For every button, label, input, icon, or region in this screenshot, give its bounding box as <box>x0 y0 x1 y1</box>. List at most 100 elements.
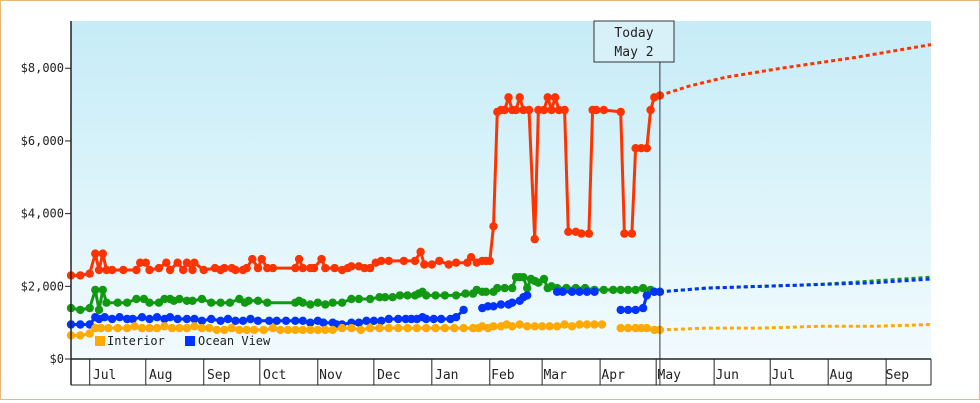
suite-data-point <box>435 256 444 266</box>
balcony-data-point <box>113 298 122 307</box>
suite-data-point <box>257 254 266 264</box>
suite-data-point <box>242 263 251 273</box>
ocean-view-data-point <box>223 314 233 324</box>
today-marker: Today May 2 <box>593 20 675 63</box>
ocean-view-data-point <box>107 314 117 324</box>
interior-data-point <box>130 322 139 331</box>
balcony-data-point <box>599 285 608 295</box>
ocean-view-data-point <box>422 314 431 324</box>
interior-data-point <box>137 323 147 333</box>
suite-data-point <box>98 249 108 258</box>
suite-data-point <box>231 265 240 275</box>
interior-data-point <box>552 322 562 331</box>
suite-data-point <box>188 265 197 275</box>
ocean-view-data-point <box>429 314 438 324</box>
ocean-view-data-point <box>384 314 393 324</box>
ocean-view-data-point <box>362 316 371 325</box>
ocean-view-data-point <box>76 320 85 329</box>
ocean-view-data-point <box>291 316 300 325</box>
ocean-view-data-point <box>631 305 640 315</box>
suite-data-point <box>107 265 117 275</box>
x-tick-label: Sep <box>886 368 910 383</box>
ocean-view-data-point <box>298 316 307 325</box>
interior-data-point <box>394 323 403 333</box>
suite-data-point <box>119 265 128 275</box>
today-label-box <box>593 20 675 63</box>
interior-data-point <box>152 323 162 333</box>
suite-data-point <box>321 263 330 273</box>
interior-data-point <box>227 323 236 333</box>
x-tick-label: Sep <box>207 368 231 383</box>
interior-data-point <box>560 320 569 329</box>
suite-data-point <box>199 265 208 275</box>
ocean-view-data-point <box>377 316 386 325</box>
interior-data-point <box>412 323 422 333</box>
ocean-view-data-point <box>197 316 207 325</box>
x-tick-label: Feb <box>491 368 515 383</box>
x-tick-label: Oct <box>263 368 286 383</box>
interior-data-point <box>431 323 440 333</box>
suite-data-point <box>399 256 408 266</box>
suite-data-point <box>291 263 300 273</box>
interior-data-point <box>508 322 517 331</box>
ocean-view-data-point <box>306 318 315 327</box>
suite-data-point <box>427 260 436 269</box>
interior-data-point <box>235 325 244 335</box>
interior-data-point <box>298 325 307 335</box>
interior-data-point <box>375 323 384 333</box>
balcony-data-point <box>461 289 470 298</box>
interior-data-point <box>205 323 214 333</box>
suite-data-point <box>179 265 188 275</box>
balcony-data-point <box>94 305 104 315</box>
balcony-data-point <box>481 287 491 296</box>
balcony-data-point <box>145 298 154 307</box>
ocean-view-data-point <box>152 313 162 322</box>
interior-data-point <box>76 331 85 340</box>
interior-data-point <box>242 325 251 335</box>
suite-data-point <box>543 93 552 102</box>
ocean-view-data-point <box>231 316 240 325</box>
interior-data-point <box>160 322 169 331</box>
y-tick-label: $8,000 <box>21 61 64 75</box>
legend: Interior Ocean View <box>95 334 271 348</box>
balcony-data-point <box>519 273 528 282</box>
balcony-data-point <box>207 298 216 307</box>
legend-ocean-view-label: Ocean View <box>198 334 271 348</box>
x-tick-label: Jul <box>772 368 795 383</box>
ocean-view-data-point <box>207 314 216 324</box>
balcony-data-point <box>354 294 364 304</box>
interior-data-point <box>104 323 113 333</box>
suite-data-point <box>489 222 498 231</box>
suite-data-point <box>220 263 229 273</box>
interior-data-point <box>575 320 584 329</box>
balcony-data-point <box>253 296 263 305</box>
ocean-view-data-point <box>616 305 625 315</box>
suite-data-point <box>627 229 637 238</box>
interior-data-point <box>145 323 154 333</box>
suite-data-point <box>347 262 356 271</box>
suite-data-point <box>76 271 85 280</box>
balcony-data-point <box>422 291 431 300</box>
balcony-data-point <box>395 291 405 300</box>
interior-data-point <box>616 323 625 333</box>
interior-data-point <box>623 323 633 333</box>
balcony-data-point <box>85 303 94 313</box>
interior-data-point <box>122 323 132 333</box>
interior-data-point <box>590 320 599 329</box>
interior-data-point <box>365 323 375 333</box>
suite-data-point <box>162 258 171 267</box>
balcony-data-point <box>403 291 412 300</box>
balcony-data-point <box>263 298 272 307</box>
balcony-data-point <box>98 285 108 295</box>
x-tick-label: Jan <box>435 368 458 383</box>
interior-data-point <box>489 322 498 331</box>
balcony-data-point <box>298 298 307 307</box>
suite-data-point <box>560 105 569 115</box>
balcony-data-point <box>388 293 397 302</box>
balcony-data-point <box>623 285 633 295</box>
interior-data-point <box>291 325 300 335</box>
balcony-data-point <box>500 283 509 293</box>
series-layer <box>66 43 932 340</box>
balcony-data-point <box>328 298 337 307</box>
ocean-view-data-point <box>567 287 577 296</box>
